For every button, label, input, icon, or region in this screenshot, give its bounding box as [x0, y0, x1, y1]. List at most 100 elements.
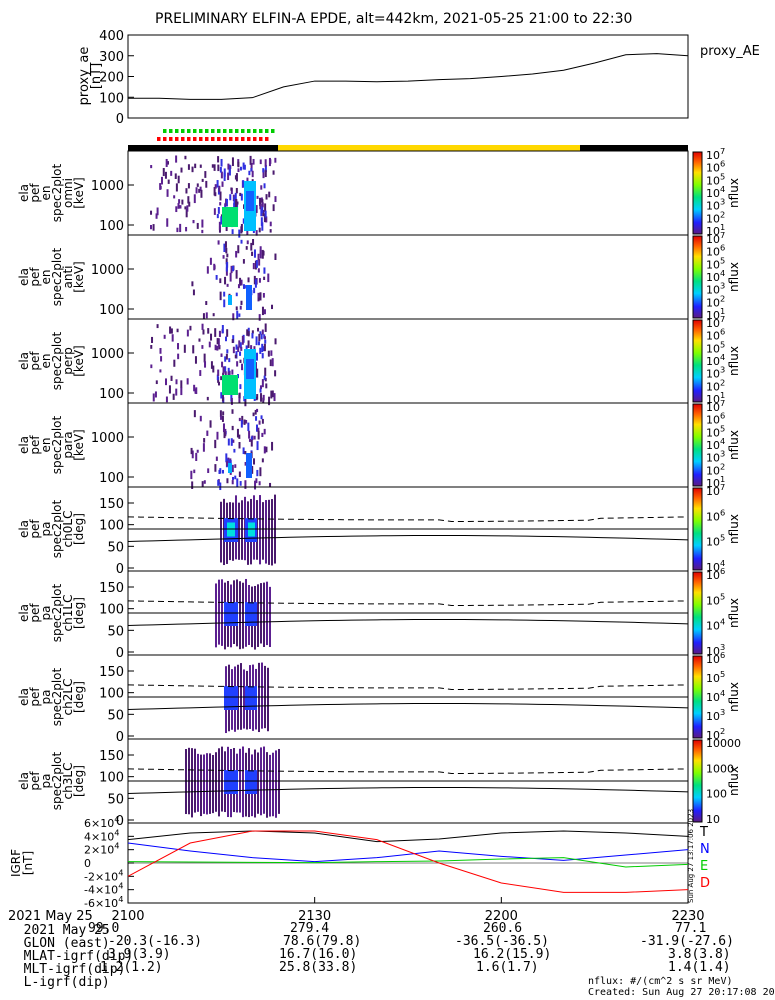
pa-stripe — [185, 749, 187, 814]
panel-3-group: elapefenspec2plotpara[keV] 1000100nflux — [17, 403, 741, 490]
spec-cell — [236, 293, 238, 297]
panel-2-ylabel-word: [keV] — [72, 345, 86, 376]
panel-3-colorbar — [693, 404, 702, 486]
spec-cell — [273, 204, 275, 211]
spec-cell — [237, 162, 239, 167]
red-flag-mark — [265, 137, 269, 141]
panel-3-cbar-label: nflux — [727, 430, 741, 460]
spec-cell — [265, 383, 267, 388]
spec-cell — [272, 358, 274, 366]
spec-cell — [248, 277, 250, 282]
spec-cell — [153, 393, 155, 401]
spec-cell — [235, 251, 237, 258]
spec-cell — [200, 165, 202, 168]
spec-cell — [159, 183, 161, 190]
pa-stripe — [218, 748, 220, 816]
green-flag-mark — [211, 129, 215, 133]
spec-cell — [259, 204, 261, 209]
spec-cell — [197, 223, 199, 229]
spec-cell — [197, 450, 199, 453]
panel-7-cbar-tick: 10000 — [706, 737, 741, 750]
panel-5-cbar-label: nflux — [727, 598, 741, 628]
spec-cell — [255, 416, 257, 421]
spec-cell — [232, 477, 234, 480]
spec-cell — [233, 347, 235, 353]
spec-cell — [169, 385, 171, 393]
spec-cell — [264, 340, 266, 344]
spec-cell — [257, 441, 259, 450]
spec-cell — [261, 344, 263, 352]
spec-cell — [156, 213, 158, 218]
spec-cell — [195, 387, 197, 394]
spec-cell — [222, 325, 224, 333]
pa-stripe — [267, 668, 269, 731]
spec-cell — [160, 356, 162, 361]
spec-cell — [191, 481, 193, 489]
red-flag-mark — [229, 137, 233, 141]
spec-cell — [204, 354, 206, 363]
spec-cell — [264, 183, 266, 188]
spec-cell — [227, 164, 229, 170]
spec-cell — [236, 361, 238, 366]
spec-cell — [261, 433, 263, 437]
red-flag-mark — [169, 137, 173, 141]
spec-cell — [261, 334, 263, 339]
spec-cell — [263, 251, 265, 256]
panel-0-group: elapefenspec2plotomni[keV] 1000100nflux — [17, 151, 741, 238]
igrf-legend-E: E — [700, 859, 708, 874]
footer-val-4-0: 1.2(1.2) — [100, 960, 163, 975]
ae-ylabel-unit: [nT] — [89, 63, 104, 89]
spec-cell — [232, 266, 234, 271]
red-flag-mark — [241, 137, 245, 141]
spec-cell — [166, 397, 168, 403]
igrf-ylabel-unit: [nT] — [21, 851, 35, 875]
spec-cell — [189, 326, 191, 331]
pa-stripe — [221, 747, 223, 812]
spec-cell — [269, 158, 271, 166]
spec-cell — [248, 431, 250, 439]
spec-cell — [254, 481, 256, 490]
loss-cone-solid — [128, 536, 688, 542]
spec-cell — [239, 352, 241, 356]
spec-cell — [264, 446, 266, 453]
spec-cell — [230, 273, 232, 282]
spec-cell — [254, 436, 256, 440]
spec-cell — [260, 246, 262, 254]
spec-cell — [184, 345, 186, 353]
spec-cell — [263, 277, 265, 280]
spec-cell — [246, 246, 248, 250]
spec-cell — [193, 290, 195, 296]
panel-5-ytick-label: 50 — [107, 624, 124, 639]
spec-cell — [271, 442, 273, 451]
green-flag-mark — [175, 129, 179, 133]
spec-cell — [220, 416, 222, 420]
pa-stripe — [268, 500, 270, 565]
spec-cell — [224, 168, 226, 176]
spec-cell — [216, 457, 218, 461]
spec-cell — [226, 329, 228, 337]
spec-cell — [201, 220, 203, 228]
spec-cell — [177, 354, 179, 360]
spec-cell — [196, 187, 198, 193]
spec-cell — [223, 292, 225, 297]
panel-4-ytick-label: 100 — [99, 519, 124, 534]
spec-cell — [218, 186, 220, 193]
spec-cell — [172, 334, 174, 341]
panel-2-ytick-100: 100 — [99, 387, 124, 402]
panel-7-cbar-tick: 10 — [706, 813, 720, 826]
status-bar-yellow — [278, 145, 580, 151]
spec-cell — [231, 438, 233, 446]
spec-cell — [193, 385, 195, 391]
spec-cell — [188, 164, 190, 170]
spec-cell — [236, 306, 238, 310]
green-flag-mark — [193, 129, 197, 133]
spec-cell — [247, 423, 249, 431]
spec-cell — [227, 173, 229, 180]
spec-cell — [264, 344, 266, 351]
spec-cell — [265, 170, 267, 177]
spec-cell — [161, 177, 163, 185]
igrf-legend-D: D — [700, 876, 710, 891]
spec-cell — [231, 370, 233, 375]
spec-cell — [176, 228, 178, 232]
